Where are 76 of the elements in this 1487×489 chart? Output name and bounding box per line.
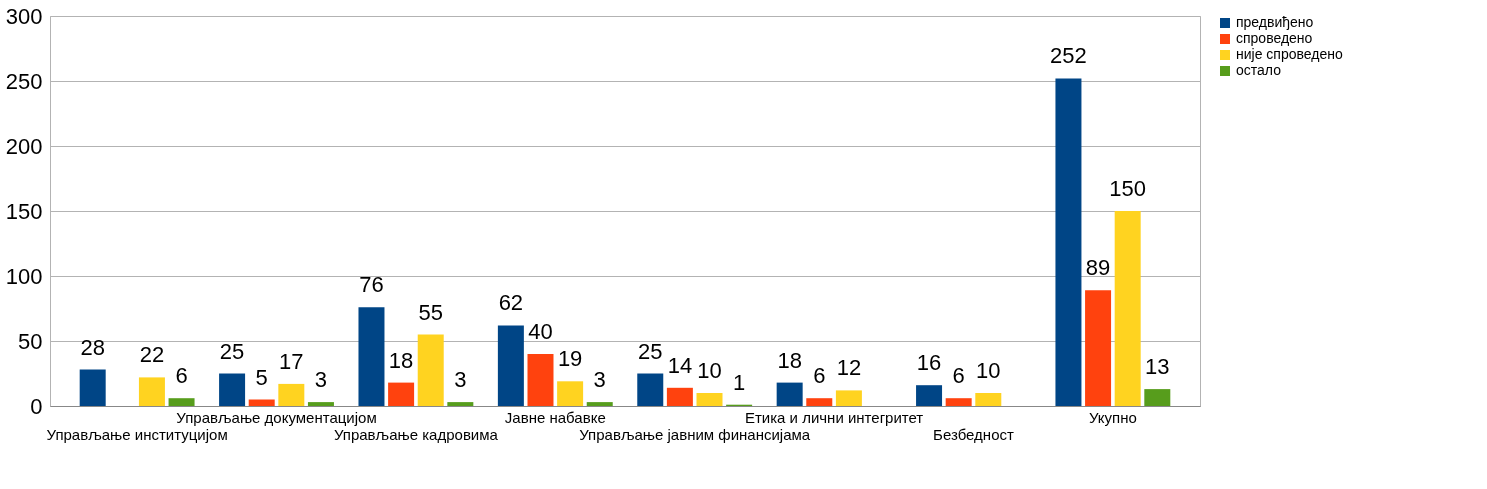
legend-label: спроведено bbox=[1236, 30, 1313, 46]
data-label: 12 bbox=[836, 355, 862, 381]
data-label: 18 bbox=[777, 347, 802, 373]
bar bbox=[278, 383, 305, 406]
data-label: 3 bbox=[454, 367, 467, 393]
x-tick-label: Безбедност bbox=[933, 425, 1014, 443]
bar bbox=[696, 393, 723, 406]
x-tick-label: Управљање институцијом bbox=[46, 425, 228, 443]
bar bbox=[945, 398, 972, 406]
data-label: 40 bbox=[528, 319, 553, 344]
bar bbox=[138, 377, 165, 406]
data-label: 13 bbox=[1145, 354, 1170, 380]
data-label: 25 bbox=[219, 338, 245, 364]
bar bbox=[586, 402, 613, 406]
data-label: 6 bbox=[813, 363, 826, 389]
y-tick-label: 100 bbox=[5, 263, 43, 289]
data-label: 19 bbox=[557, 346, 583, 372]
data-label: 17 bbox=[279, 348, 304, 374]
bar bbox=[79, 369, 106, 406]
bar bbox=[557, 381, 584, 406]
x-tick-label: Управљање јавним финансијама bbox=[579, 425, 811, 443]
data-label: 3 bbox=[593, 367, 606, 393]
data-label: 76 bbox=[359, 272, 384, 298]
bar bbox=[219, 373, 246, 406]
data-label: 55 bbox=[418, 299, 443, 325]
bar bbox=[1055, 78, 1082, 406]
data-label: 89 bbox=[1085, 255, 1111, 281]
x-tick-label: Јавне набавке bbox=[504, 408, 606, 426]
x-tick-label: Етика и лични интегритет bbox=[744, 408, 924, 426]
data-label: 62 bbox=[498, 290, 524, 316]
bar bbox=[358, 307, 385, 406]
x-tick-label: Укупно bbox=[1088, 408, 1137, 426]
bar bbox=[1144, 389, 1171, 406]
data-label: 28 bbox=[80, 334, 105, 360]
bar bbox=[168, 398, 195, 406]
data-label: 150 bbox=[1109, 176, 1147, 201]
data-label: 22 bbox=[139, 342, 165, 368]
bar bbox=[497, 325, 524, 406]
y-tick-label: 50 bbox=[18, 328, 43, 354]
bar bbox=[1114, 211, 1141, 406]
data-label: 14 bbox=[667, 352, 693, 378]
bar bbox=[806, 398, 833, 406]
legend-label: предвиђено bbox=[1236, 14, 1314, 30]
bar bbox=[637, 373, 664, 406]
bar bbox=[975, 393, 1002, 406]
data-label: 25 bbox=[638, 338, 663, 364]
x-tick-label: Управљање кадровима bbox=[333, 425, 499, 443]
data-label: 5 bbox=[255, 364, 268, 390]
data-label: 252 bbox=[1050, 43, 1087, 69]
bar bbox=[248, 399, 275, 406]
bar bbox=[447, 402, 474, 406]
data-label: 10 bbox=[976, 358, 1001, 383]
bar bbox=[527, 354, 554, 406]
data-label: 3 bbox=[314, 367, 328, 393]
bar bbox=[835, 390, 862, 406]
data-label: 6 bbox=[952, 363, 965, 389]
y-tick-label: 150 bbox=[5, 198, 43, 224]
data-label: 6 bbox=[175, 363, 188, 389]
y-tick-label: 300 bbox=[5, 3, 43, 29]
bar bbox=[776, 382, 803, 406]
data-label: 1 bbox=[733, 369, 746, 395]
data-label: 18 bbox=[388, 347, 414, 373]
x-tick-label: Управљање документацијом bbox=[176, 408, 377, 426]
y-tick-label: 200 bbox=[5, 133, 43, 159]
bar bbox=[1085, 290, 1112, 406]
bar bbox=[916, 385, 943, 406]
legend-label: није спроведено bbox=[1236, 46, 1343, 62]
bar bbox=[307, 402, 334, 406]
data-label: 16 bbox=[916, 350, 942, 376]
legend-label: остало bbox=[1236, 62, 1282, 78]
bar bbox=[666, 387, 693, 406]
data-label: 10 bbox=[697, 358, 722, 383]
y-tick-label: 0 bbox=[30, 393, 43, 419]
bar bbox=[388, 382, 415, 406]
y-tick-label: 250 bbox=[5, 68, 43, 94]
bar bbox=[417, 334, 444, 406]
